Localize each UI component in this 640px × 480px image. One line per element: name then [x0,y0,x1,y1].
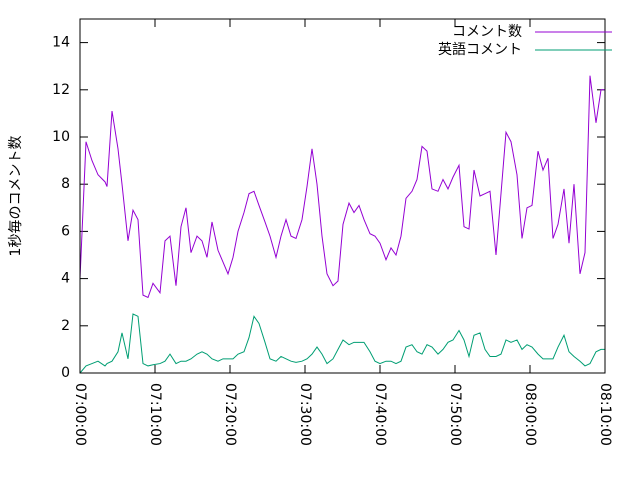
x-tick-label: 07:20:00 [222,383,238,446]
series-line [79,313,605,374]
legend-label: 英語コメント [438,41,522,58]
y-tick-label: 2 [61,318,70,334]
y-tick-label: 8 [61,176,70,192]
y-tick-label: 14 [52,35,70,51]
y-axis-label: 1秒毎のコメント数 [8,136,24,257]
x-tick-label: 07:50:00 [447,383,463,446]
y-tick-label: 4 [61,271,70,287]
series-line [79,75,605,299]
x-tick-label: 08:10:00 [597,383,613,446]
x-tick-label: 07:10:00 [147,383,163,446]
y-tick-label: 12 [52,82,70,98]
x-tick-label: 07:00:00 [72,383,88,446]
x-tick-label: 08:00:00 [522,383,538,446]
x-tick-label: 07:40:00 [372,383,388,446]
x-tick-label: 07:30:00 [297,383,313,446]
plot-frame [79,18,606,374]
y-tick-label: 0 [61,365,70,381]
legend-label: コメント数 [452,24,522,40]
y-tick-label: 10 [52,129,70,145]
y-tick-label: 6 [61,223,70,239]
